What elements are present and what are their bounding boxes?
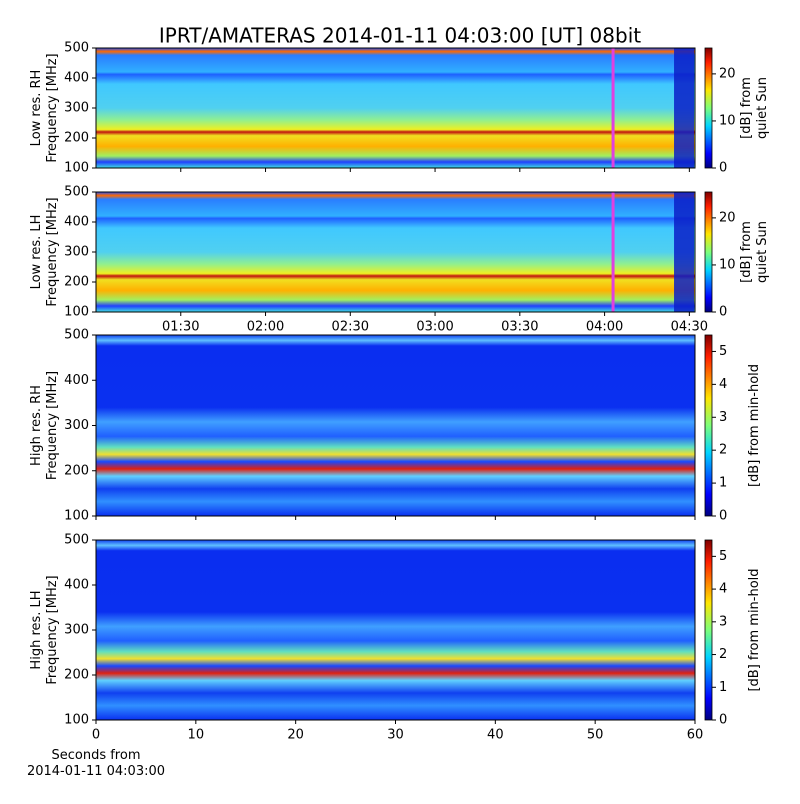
y-tick-label: 400: [64, 71, 89, 86]
x-tick-label: 0: [92, 728, 100, 743]
y-axis-label: Low res. RHFrequency [MHz]: [29, 53, 60, 162]
y-axis-label-line: Frequency [MHz]: [45, 575, 60, 684]
y-tick-label: 400: [64, 215, 89, 230]
y-axis-label-line: Low res. RH: [29, 70, 44, 147]
colorbar-tick-label: 10: [719, 257, 736, 272]
y-tick-label: 100: [64, 305, 89, 320]
colorbar-tick-label: 5: [719, 344, 727, 359]
colorbar-tick-label: 4: [719, 582, 727, 597]
y-tick-label: 500: [64, 533, 89, 548]
colorbar-label-line: quiet Sun: [755, 77, 770, 139]
chart-title: IPRT/AMATERAS 2014-01-11 04:03:00 [UT] 0…: [159, 24, 641, 48]
colorbar-label: [dB] fromquiet Sun: [739, 77, 770, 139]
y-tick-label: 300: [64, 245, 89, 260]
x-tick-label: 03:30: [501, 320, 538, 335]
colorbar-label-line: [dB] from: [739, 221, 754, 283]
y-tick-label: 300: [64, 101, 89, 116]
x-tick-label: 10: [188, 728, 205, 743]
y-axis-label-line: High res. LH: [29, 590, 44, 669]
colorbar-label: [dB] from min-hold: [747, 364, 762, 487]
x-axis-label-line: Seconds from: [51, 748, 140, 763]
y-axis-label-line: Low res. LH: [29, 215, 44, 290]
colorbar: [704, 47, 713, 169]
x-axis-label-line: 2014-01-11 04:03:00: [27, 764, 165, 779]
y-tick-label: 200: [64, 668, 89, 683]
x-tick-label: 02:30: [332, 320, 369, 335]
colorbar-tick-label: 4: [719, 377, 727, 392]
data-gap: [674, 192, 695, 312]
y-tick-label: 400: [64, 578, 89, 593]
colorbar: [704, 334, 713, 517]
colorbar-tick-label: 1: [719, 680, 727, 695]
colorbar-tick-label: 3: [719, 410, 727, 425]
x-tick-label: 50: [587, 728, 604, 743]
y-tick-label: 500: [64, 328, 89, 343]
x-tick-label: 30: [387, 728, 404, 743]
colorbar-label-line: [dB] from: [739, 77, 754, 139]
y-axis-label: High res. LHFrequency [MHz]: [29, 575, 60, 684]
x-tick-label: 02:00: [247, 320, 284, 335]
colorbar-tick-label: 1: [719, 476, 727, 491]
x-tick-label: 04:30: [671, 320, 708, 335]
colorbar: [704, 539, 713, 721]
colorbar-tick-label: 0: [719, 305, 727, 320]
y-tick-label: 100: [64, 713, 89, 728]
y-axis-label-line: High res. RH: [29, 385, 44, 466]
y-axis-label: High res. RHFrequency [MHz]: [29, 371, 60, 480]
x-axis-label: Seconds from 2014-01-11 04:03:00: [27, 748, 165, 779]
y-tick-label: 300: [64, 418, 89, 433]
colorbar-label-line: [dB] from min-hold: [747, 568, 762, 691]
colorbar-tick-label: 0: [719, 509, 727, 524]
y-tick-label: 100: [64, 509, 89, 524]
colorbar-tick-label: 0: [719, 713, 727, 728]
y-axis-label-line: Frequency [MHz]: [45, 53, 60, 162]
colorbar-tick-label: 20: [719, 66, 736, 81]
x-tick-label: 60: [687, 728, 704, 743]
data-gap: [674, 48, 695, 168]
colorbar-tick-label: 2: [719, 647, 727, 662]
spectrogram: [96, 540, 695, 720]
x-tick-label: 40: [487, 728, 504, 743]
colorbar-label: [dB] fromquiet Sun: [739, 221, 770, 283]
y-tick-label: 200: [64, 131, 89, 146]
x-tick-label: 03:00: [416, 320, 453, 335]
x-tick-label: 04:00: [586, 320, 623, 335]
colorbar-tick-label: 3: [719, 614, 727, 629]
y-tick-label: 400: [64, 373, 89, 388]
y-axis-label-line: Frequency [MHz]: [45, 371, 60, 480]
y-tick-label: 500: [64, 185, 89, 200]
y-tick-label: 500: [64, 41, 89, 56]
colorbar-tick-label: 10: [719, 113, 736, 128]
x-tick-label: 01:30: [162, 320, 199, 335]
colorbar-tick-label: 2: [719, 443, 727, 458]
colorbar-tick-label: 20: [719, 210, 736, 225]
colorbar-label-line: quiet Sun: [755, 221, 770, 283]
colorbar-tick-label: 5: [719, 549, 727, 564]
spectrogram: [96, 192, 695, 312]
spectrogram: [96, 335, 695, 516]
colorbar: [704, 191, 713, 313]
y-tick-label: 200: [64, 275, 89, 290]
y-tick-label: 100: [64, 161, 89, 176]
y-tick-label: 200: [64, 463, 89, 478]
y-axis-label: Low res. LHFrequency [MHz]: [29, 197, 60, 306]
x-tick-label: 20: [287, 728, 304, 743]
spectrogram: [96, 48, 695, 168]
y-axis-label-line: Frequency [MHz]: [45, 197, 60, 306]
y-tick-label: 300: [64, 623, 89, 638]
colorbar-tick-label: 0: [719, 161, 727, 176]
colorbar-label-line: [dB] from min-hold: [747, 364, 762, 487]
colorbar-label: [dB] from min-hold: [747, 568, 762, 691]
